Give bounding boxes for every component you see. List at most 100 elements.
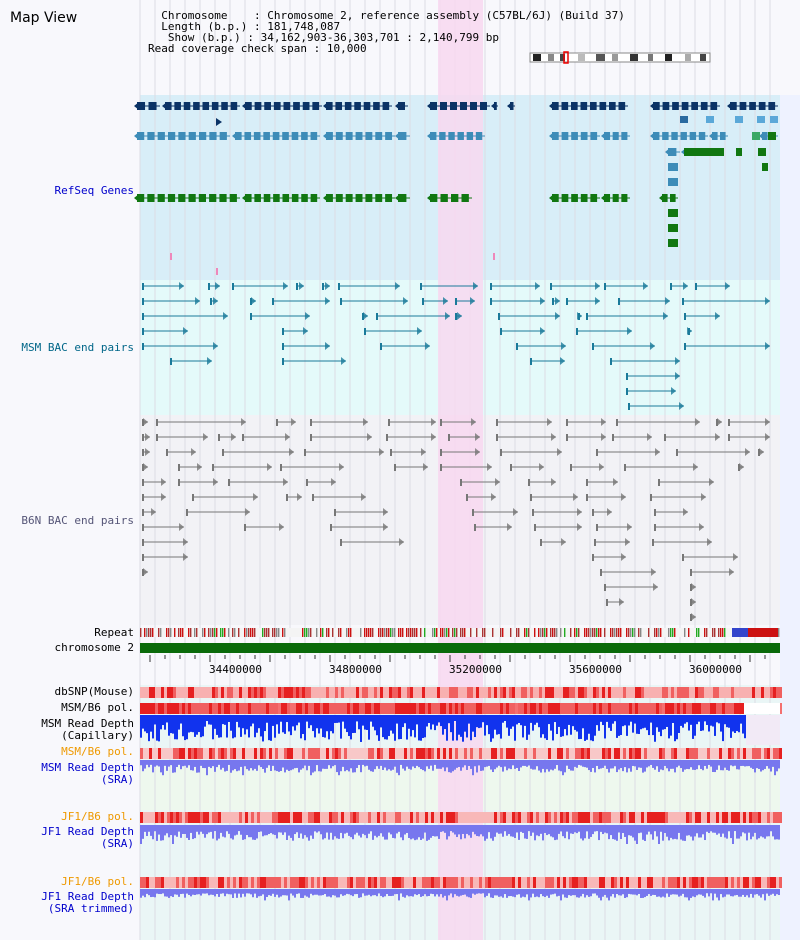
heat-strip-cell [635,877,638,888]
heat-strip-cell [272,703,275,714]
heat-strip-cell [581,703,584,714]
depth-bar [180,715,182,724]
heat-strip-cell [215,687,218,698]
depth-bar [604,715,606,739]
heat-strip-cell [578,748,581,759]
gene-exon [209,194,217,202]
bac-end [552,298,554,305]
depth-bar [320,889,322,896]
repeat-element [778,628,780,637]
depth-bar [338,760,340,776]
heat-strip-cell [353,812,356,823]
gene-exon [599,102,607,110]
heat-strip-cell [302,877,305,888]
heat-strip-cell [644,687,647,698]
bac-end-arrow [555,312,560,320]
depth-bar [608,825,610,840]
repeat-element [600,628,602,637]
heat-strip-cell [482,748,485,759]
heat-strip-cell [263,687,266,698]
depth-bar [638,760,640,768]
heat-strip-cell [203,687,206,698]
repeat-element [308,628,310,637]
bac-end-arrow [473,282,478,290]
heat-strip-cell [683,812,686,823]
heat-strip-cell [434,687,437,698]
refseq-genes-label[interactable]: RefSeq Genes [54,184,134,197]
heat-strip-cell [398,877,401,888]
heat-strip-cell [638,748,641,759]
depth-bar [634,715,636,724]
b6n-bac-label[interactable]: B6N BAC end pairs [21,514,134,527]
repeat-element [584,628,586,637]
repeat-element [626,628,628,637]
gene-strand-arrow [134,102,139,110]
depth-bar [720,760,722,771]
repeat-element [372,628,374,637]
depth-bar [612,715,614,724]
heat-strip-cell [392,812,395,823]
heat-strip-cell [647,877,650,888]
depth-bar [300,825,302,834]
bac-end-arrow [551,478,556,486]
heat-strip-cell [590,703,593,714]
depth-bar [564,715,566,730]
heat-strip-cell [497,877,500,888]
depth-bar [186,889,188,894]
depth-bar [218,825,220,839]
bac-end [440,464,442,471]
gene-exon [301,194,308,202]
heat-strip-cell [488,687,491,698]
depth-bar [314,889,316,895]
msm-bac-label[interactable]: MSM BAC end pairs [21,341,134,354]
gene-exon [460,102,467,110]
heat-strip-cell [737,877,740,888]
depth-bar [302,715,304,735]
depth-bar [252,715,254,724]
heat-strip-cell [353,748,356,759]
heat-strip-cell [353,877,356,888]
depth-bar [418,715,420,741]
depth-bar [572,825,574,834]
bac-end [142,524,144,531]
repeat-element [630,628,632,637]
depth-bar [752,889,754,898]
bac-end-arrow [715,312,720,320]
bac-end-arrow [379,448,384,456]
heat-strip-cell [140,687,143,698]
depth-bar [354,889,356,895]
gene-exon [310,194,318,202]
heat-strip-cell [776,748,779,759]
repeat-element [590,628,592,637]
heat-strip-cell [605,812,608,823]
depth-bar [264,889,266,901]
heat-strip-cell [233,687,236,698]
depth-bar [344,715,346,729]
heat-strip-cell [266,687,269,698]
depth-bar [562,825,564,837]
depth-bar [448,825,450,837]
depth-bar [536,715,538,723]
depth-bar [556,760,558,766]
depth-bar [684,825,686,841]
depth-bar [666,760,668,769]
heat-strip-cell [395,812,398,823]
heat-strip-cell [359,703,362,714]
depth-bar [630,889,632,895]
depth-bar [692,825,694,841]
gene-block [680,116,688,123]
depth-bar [236,715,238,722]
heat-strip-cell [299,748,302,759]
depth-bar [174,760,176,773]
depth-bar [428,889,430,897]
gene-exon [188,132,196,140]
heat-strip-cell [710,877,713,888]
gene-strand-arrow [659,194,664,202]
depth-bar [740,760,742,766]
depth-bar [510,760,512,770]
depth-bar [620,825,622,840]
heat-strip-cell [734,877,737,888]
heat-strip-cell [275,877,278,888]
heat-strip-cell [695,687,698,698]
heat-strip-cell [206,812,209,823]
